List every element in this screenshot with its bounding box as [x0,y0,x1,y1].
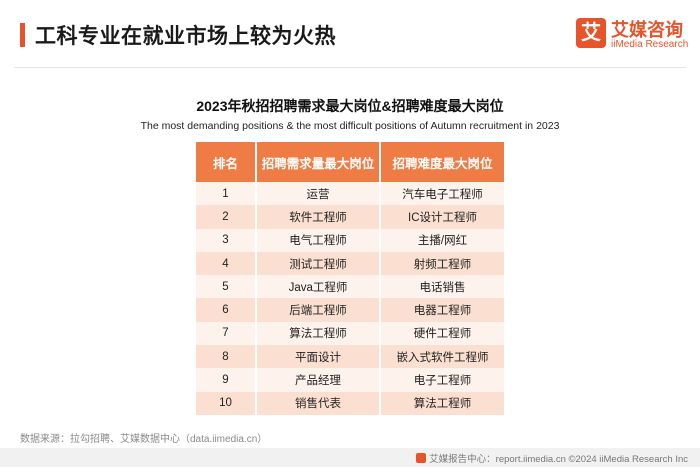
rank-cell: 5 [196,275,257,299]
difficult-cell: 电话销售 [380,275,504,299]
table-row: 5 Java工程师 电话销售 [196,275,504,299]
table-row: 3 电气工程师 主播/网红 [196,228,504,252]
demand-cell: 电气工程师 [256,228,381,252]
demand-cell: 销售代表 [256,391,381,415]
rank-cell: 9 [196,368,257,392]
title-accent-bar [20,23,25,47]
footer-copyright-text: 艾媒报告中心：report.iimedia.cn ©2024 iiMedia R… [429,454,688,465]
logo-text-cn: 艾媒咨询 [611,20,683,40]
rank-cell: 8 [196,345,257,369]
iimedia-logo: 艾 艾媒咨询 iiMedia Research [576,18,688,58]
footer-copyright: 艾媒报告中心：report.iimedia.cn ©2024 iiMedia R… [416,451,688,465]
header: 工科专业在就业市场上较为火热 艾 艾媒咨询 iiMedia Research [0,0,700,70]
ranking-table: 排名 招聘需求量最大岗位 招聘难度最大岗位 1 运营 汽车电子工程师 2 软件工… [196,142,504,415]
table-row: 2 软件工程师 IC设计工程师 [196,205,504,229]
page-title: 工科专业在就业市场上较为火热 [35,25,336,48]
table-row: 10 销售代表 算法工程师 [196,391,504,415]
difficult-cell: 汽车电子工程师 [380,182,504,206]
demand-cell: 测试工程师 [256,251,381,276]
demand-cell: 运营 [256,182,381,206]
demand-cell: 软件工程师 [256,205,381,229]
chart-title-en: The most demanding positions & the most … [140,120,560,132]
header-most-difficult: 招聘难度最大岗位 [380,142,504,182]
difficult-cell: 算法工程师 [380,391,504,415]
table-row: 1 运营 汽车电子工程师 [196,182,504,206]
footer-bar [0,448,700,467]
demand-cell: 平面设计 [256,345,381,369]
difficult-cell: 射频工程师 [380,251,504,276]
table-row: 8 平面设计 嵌入式软件工程师 [196,345,504,369]
demand-cell: 后端工程师 [256,298,381,322]
difficult-cell: IC设计工程师 [380,205,504,229]
table-row: 6 后端工程师 电器工程师 [196,298,504,322]
rank-cell: 3 [196,228,257,252]
chart-title-cn: 2023年秋招招聘需求最大岗位&招聘难度最大岗位 [196,98,504,114]
difficult-cell: 硬件工程师 [380,321,504,346]
header-divider [14,67,686,68]
difficult-cell: 电器工程师 [380,298,504,322]
data-source-note: 数据来源：拉勾招聘、艾媒数据中心（data.iimedia.cn） [20,434,268,445]
rank-cell: 6 [196,298,257,322]
difficult-cell: 嵌入式软件工程师 [380,345,504,369]
table-row: 7 算法工程师 硬件工程师 [196,321,504,346]
demand-cell: Java工程师 [256,275,381,299]
demand-cell: 算法工程师 [256,321,381,346]
rank-cell: 2 [196,205,257,229]
demand-cell: 产品经理 [256,368,381,392]
rank-cell: 4 [196,251,257,276]
logo-text-en: iiMedia Research [611,39,689,50]
rank-cell: 10 [196,391,257,415]
difficult-cell: 电子工程师 [380,368,504,392]
logo-mark-icon: 艾 [576,18,606,48]
difficult-cell: 主播/网红 [380,228,504,252]
table-row: 4 测试工程师 射频工程师 [196,251,504,276]
rank-cell: 7 [196,321,257,346]
report-center-icon [416,453,427,463]
table-row: 9 产品经理 电子工程师 [196,368,504,392]
header-most-demanded: 招聘需求量最大岗位 [256,142,381,182]
header-rank: 排名 [196,142,257,182]
table-header-row: 排名 招聘需求量最大岗位 招聘难度最大岗位 [196,142,504,182]
rank-cell: 1 [196,182,257,206]
